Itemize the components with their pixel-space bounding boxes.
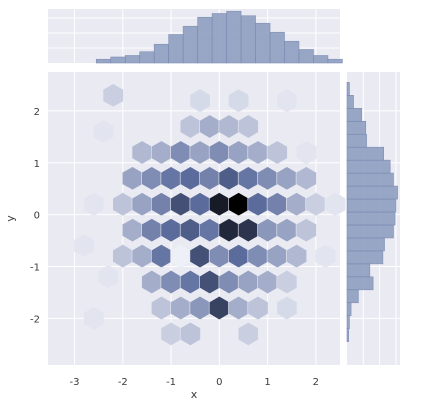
marginal-x-bar [313,55,329,64]
marginal-y-bar [346,315,350,329]
marginal-y-bar [346,159,391,174]
marginal-y-histogram [346,72,400,365]
hexbin-cell [83,192,105,217]
x-tick-label: -3 [70,377,80,388]
hexbin-cell [93,119,114,144]
y-tick-label: 2 [34,107,40,118]
hexbin-cell [247,295,269,321]
marginal-y-bar [346,198,397,213]
hexbin-cell [73,233,95,258]
y-axis-ticks: -2 -1 0 1 2 [30,107,40,325]
x-tick-label: -2 [118,377,128,388]
marginal-y-bar [346,95,354,109]
hexbin-cell [295,218,317,243]
hexbin-panel [48,72,346,365]
x-tick-label: -1 [166,377,176,388]
marginal-y-bar [346,185,398,200]
marginal-y-bar [346,263,371,278]
hexbin-cell [276,88,298,113]
marginal-x-bar [95,58,112,64]
hexbin-cell [295,166,317,191]
marginal-y-bar [346,276,374,291]
hexbin-cells [73,83,346,346]
marginal-x-bar [284,40,300,64]
marginal-x-bar [124,55,141,64]
marginal-y-bar [346,328,349,342]
marginal-x-histogram [48,9,343,64]
hexbin-cell [286,244,308,269]
marginal-x-bar [298,49,314,64]
marginal-x-bar [182,25,198,64]
hexbin-cell [97,264,119,289]
marginal-x-bar [153,43,169,64]
marginal-x-bar [139,51,155,64]
x-tick-label: 0 [216,377,222,388]
marginal-x-bar [240,15,256,64]
hexbin-cell [237,114,259,139]
y-tick-label: -2 [30,314,40,325]
y-tick-label: -1 [30,262,40,273]
marginal-y-bar [346,250,384,265]
marginal-x-bar [110,56,126,64]
marginal-x-bars [95,10,343,64]
hexbin-cell [315,244,337,269]
marginal-x-bar [168,34,184,64]
marginal-x-bar [226,10,242,64]
hexbin-cell [189,88,211,113]
marginal-y-bar [346,289,359,304]
marginal-y-bar [346,172,394,187]
marginal-x-bar [197,16,213,64]
marginal-y-bar [346,146,384,161]
marginal-x-bar [269,31,285,64]
hexbin-cell [237,321,259,346]
hexbin-cell [102,83,124,108]
x-tick-label: 1 [264,377,270,388]
marginal-y-bar [346,224,394,239]
marginal-y-bar [346,120,367,135]
marginal-x-bar [327,58,343,64]
marginal-y-bar [346,302,352,317]
hexbin-cell [324,192,346,217]
marginal-y-bar [346,82,350,96]
hexbin-cell [228,88,250,113]
y-tick-label: 1 [34,159,40,170]
marginal-y-bar [346,133,367,148]
marginal-y-bars [346,82,398,342]
marginal-x-bar [255,22,271,64]
marginal-y-bar [346,237,385,252]
x-axis-ticks: -3 -2 -1 0 1 2 [70,377,320,388]
marginal-x-bar [211,13,227,64]
hexbin-cell [266,140,288,165]
hexbin-cell [179,321,201,346]
marginal-y-bar [346,211,396,226]
y-tick-label: 0 [34,211,40,222]
hexbin-cell [83,306,105,331]
x-tick-label: 2 [313,377,319,388]
hexbin-cell [276,269,298,295]
hexbin-cell [295,140,317,165]
y-axis-label: y [4,215,17,222]
hexbin-cell [276,295,298,321]
x-axis-label: x [191,388,198,401]
marginal-y-bar [346,108,362,122]
